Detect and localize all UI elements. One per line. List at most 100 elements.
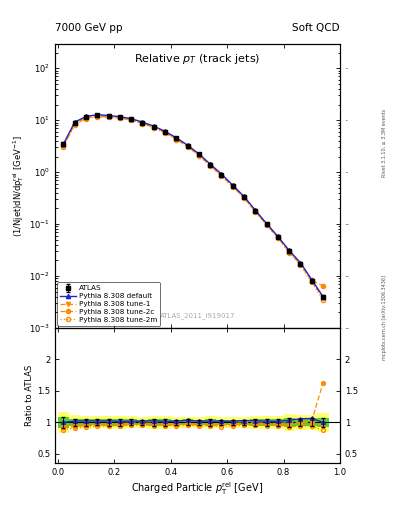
Pythia 8.308 default — [242, 194, 246, 200]
Pythia 8.308 tune-2c — [61, 142, 66, 148]
Pythia 8.308 tune-2m — [106, 114, 111, 120]
Pythia 8.308 tune-2m — [84, 116, 88, 122]
Bar — [272, 416, 283, 429]
Pythia 8.308 default — [253, 207, 258, 214]
Bar — [114, 416, 125, 429]
Bar — [239, 419, 250, 425]
Bar — [261, 416, 272, 429]
Pythia 8.308 default — [84, 114, 88, 120]
Pythia 8.308 tune-2c — [185, 143, 190, 150]
Pythia 8.308 tune-2m — [118, 115, 122, 121]
Pythia 8.308 default — [106, 113, 111, 119]
Text: 7000 GeV pp: 7000 GeV pp — [55, 23, 123, 33]
Bar — [81, 419, 92, 425]
Pythia 8.308 tune-2c — [253, 208, 258, 214]
Pythia 8.308 tune-2c — [72, 120, 77, 126]
Pythia 8.308 tune-2c — [298, 261, 303, 267]
Pythia 8.308 default — [151, 123, 156, 129]
Pythia 8.308 tune-2c — [129, 116, 134, 122]
Pythia 8.308 default — [321, 293, 325, 300]
Pythia 8.308 tune-2m — [298, 262, 303, 268]
Pythia 8.308 tune-1 — [264, 222, 269, 228]
Pythia 8.308 default — [129, 116, 134, 122]
Bar — [125, 416, 137, 429]
Bar — [182, 416, 193, 429]
Bar — [318, 413, 329, 432]
Pythia 8.308 default — [230, 182, 235, 188]
Pythia 8.308 default — [163, 129, 167, 135]
Bar — [250, 416, 261, 429]
Line: Pythia 8.308 default: Pythia 8.308 default — [61, 113, 325, 298]
Pythia 8.308 default — [208, 161, 213, 167]
Pythia 8.308 default — [275, 233, 280, 240]
Pythia 8.308 tune-2m — [95, 114, 100, 120]
Pythia 8.308 tune-2m — [174, 136, 179, 142]
Pythia 8.308 default — [298, 260, 303, 266]
Pythia 8.308 tune-1 — [151, 124, 156, 131]
Pythia 8.308 default — [219, 171, 224, 177]
Bar — [204, 419, 216, 425]
Legend: ATLAS, Pythia 8.308 default, Pythia 8.308 tune-1, Pythia 8.308 tune-2c, Pythia 8: ATLAS, Pythia 8.308 default, Pythia 8.30… — [57, 283, 160, 326]
Bar — [261, 419, 272, 425]
Pythia 8.308 default — [118, 114, 122, 120]
Pythia 8.308 default — [196, 151, 201, 157]
Pythia 8.308 tune-2m — [219, 173, 224, 179]
Pythia 8.308 tune-1 — [84, 115, 88, 121]
Bar — [114, 419, 125, 425]
Pythia 8.308 tune-1 — [106, 114, 111, 120]
Pythia 8.308 tune-2m — [275, 235, 280, 241]
Bar — [250, 419, 261, 425]
Bar — [295, 419, 306, 426]
Bar — [137, 420, 148, 425]
Pythia 8.308 tune-2c — [219, 172, 224, 178]
Pythia 8.308 tune-2c — [163, 129, 167, 135]
Pythia 8.308 tune-2m — [129, 117, 134, 123]
Bar — [295, 415, 306, 430]
Bar — [318, 418, 329, 427]
Pythia 8.308 tune-1 — [163, 130, 167, 136]
Pythia 8.308 tune-2c — [106, 114, 111, 120]
Bar — [137, 417, 148, 428]
Bar — [125, 419, 137, 425]
Bar — [283, 414, 295, 431]
Pythia 8.308 tune-1 — [95, 113, 100, 119]
Pythia 8.308 tune-1 — [298, 261, 303, 267]
Pythia 8.308 tune-2c — [230, 183, 235, 189]
Line: Pythia 8.308 tune-2m: Pythia 8.308 tune-2m — [61, 115, 325, 302]
Pythia 8.308 default — [61, 141, 66, 147]
Pythia 8.308 tune-1 — [72, 121, 77, 127]
Text: Rivet 3.1.10, ≥ 3.3M events: Rivet 3.1.10, ≥ 3.3M events — [382, 109, 387, 178]
Pythia 8.308 tune-2c — [140, 120, 145, 126]
Pythia 8.308 tune-1 — [208, 162, 213, 168]
Pythia 8.308 tune-2m — [242, 195, 246, 201]
Bar — [58, 412, 69, 433]
Bar — [92, 419, 103, 425]
Pythia 8.308 tune-2m — [196, 153, 201, 159]
Bar — [182, 419, 193, 425]
Bar — [216, 417, 227, 428]
Y-axis label: Ratio to ATLAS: Ratio to ATLAS — [25, 365, 34, 426]
Pythia 8.308 tune-2m — [253, 209, 258, 215]
Bar — [239, 417, 250, 428]
Bar — [103, 416, 114, 429]
Pythia 8.308 default — [287, 247, 292, 253]
Bar — [216, 420, 227, 425]
Pythia 8.308 tune-1 — [253, 208, 258, 215]
Pythia 8.308 tune-2m — [321, 296, 325, 303]
Pythia 8.308 tune-1 — [118, 115, 122, 121]
Pythia 8.308 tune-2m — [185, 144, 190, 150]
Pythia 8.308 tune-1 — [196, 153, 201, 159]
Pythia 8.308 tune-2c — [287, 248, 292, 254]
Line: Pythia 8.308 tune-2c: Pythia 8.308 tune-2c — [61, 114, 325, 288]
Pythia 8.308 tune-1 — [275, 234, 280, 241]
Pythia 8.308 tune-2m — [208, 163, 213, 169]
Pythia 8.308 tune-1 — [140, 120, 145, 126]
Pythia 8.308 tune-1 — [174, 136, 179, 142]
Text: Relative $p_T$ (track jets): Relative $p_T$ (track jets) — [134, 52, 261, 66]
Pythia 8.308 tune-2c — [84, 115, 88, 121]
Pythia 8.308 tune-2c — [196, 152, 201, 158]
Pythia 8.308 tune-1 — [287, 249, 292, 255]
Pythia 8.308 tune-2c — [118, 114, 122, 120]
Bar — [92, 416, 103, 429]
Bar — [148, 416, 160, 429]
